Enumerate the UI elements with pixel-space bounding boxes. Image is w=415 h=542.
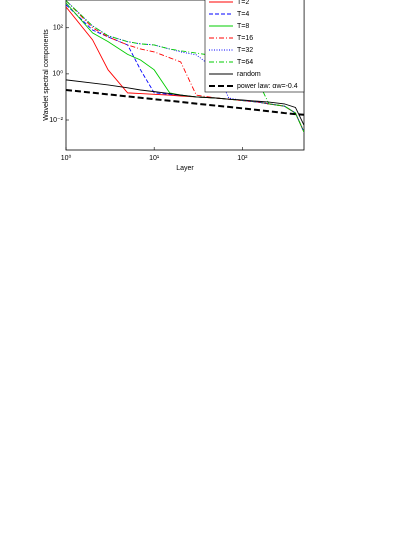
x-tick-label: 10¹ <box>149 155 160 162</box>
plot-lines <box>66 0 304 133</box>
legend-label: power law: αw=-0.4 <box>237 83 298 90</box>
y-tick-label: 10⁰ <box>52 70 63 78</box>
legend-label: T=16 <box>237 35 253 42</box>
series-line <box>66 79 304 126</box>
series-line <box>66 0 304 133</box>
legend-label: T=8 <box>237 23 249 30</box>
legend-label: T=32 <box>237 47 253 54</box>
legend-label: T=4 <box>237 11 249 18</box>
x-axis-label: Layer <box>176 165 194 172</box>
series-line <box>66 0 304 133</box>
y-tick-label: 10² <box>53 25 64 32</box>
x-tick-label: 10⁰ <box>61 154 72 162</box>
legend-label: random <box>237 71 261 78</box>
legend-label: T=64 <box>237 59 253 66</box>
legend-label: T=2 <box>237 0 249 6</box>
y-tick-label: 10⁻² <box>49 117 63 124</box>
x-tick-label: 10² <box>237 155 248 162</box>
y-axis-label: Wavelet spectral components <box>43 29 50 121</box>
legend-box <box>204 0 305 93</box>
series-line <box>66 89 304 116</box>
